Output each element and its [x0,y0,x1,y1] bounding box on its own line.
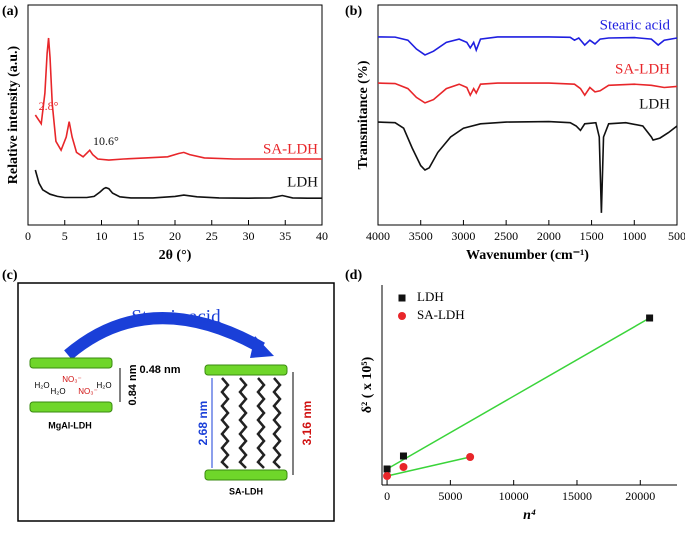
plot-frame [377,4,678,226]
x-tick-label: 0 [384,489,390,503]
chain [272,377,282,469]
x-tick-label: 1500 [580,229,604,243]
x-tick-label: 10 [96,229,108,243]
panel-label: (d) [345,268,362,283]
layer [29,401,113,413]
marker [646,314,654,322]
series-label: Stearic acid [600,17,671,33]
x-tick-label: 4000 [366,229,390,243]
x-tick-label: 3500 [409,229,433,243]
chain-label: 2.68 nm [196,401,210,446]
x-tick-label: 20 [169,229,181,243]
series-label: SA-LDH [615,61,670,77]
x-tick-label: 5 [62,229,68,243]
fit-line [386,317,650,470]
line [34,37,322,161]
series-label: LDH [639,96,670,112]
arrow [64,312,265,360]
marker [399,452,407,460]
x-tick-label: 2500 [494,229,518,243]
layer-label: 0.48 nm [140,364,181,376]
layer [204,469,288,481]
plot-frame [27,4,323,226]
x-tick-label: 5000 [438,489,462,503]
x-axis-label: 2θ (°) [159,248,192,263]
line [377,82,678,104]
y-axis-label: δ² ( x 10⁵) [360,356,375,413]
panel-label: (c) [2,268,18,283]
x-axis-label: n⁴ [523,508,536,523]
diagram: Stearic acid H₂O NO₃⁻ NO₃⁻ H₂O H₂O 0.84 … [17,282,335,522]
legend-label: LDH [417,289,444,304]
nitrate-label: NO₃⁻ [78,387,97,396]
spacing-label: 0.84 nm [127,364,139,405]
right-name: SA-LDH [229,486,263,496]
layer [204,364,288,376]
series-label: LDH [287,174,318,190]
legend-marker [398,294,406,302]
x-tick-label: 2000 [537,229,561,243]
x-tick-label: 10000 [499,489,529,503]
annotation: 2.8° [39,99,59,113]
x-tick-label: 0 [25,229,31,243]
panel-label: (a) [2,4,19,19]
x-tick-label: 500 [668,229,685,243]
marker [466,453,475,461]
diagram-frame [17,282,335,522]
marker [399,463,408,471]
x-tick-label: 30 [243,229,255,243]
water-label: H₂O [34,381,49,390]
left-name: MgAl-LDH [48,420,92,430]
arrow-head [250,336,274,358]
chain [256,377,266,469]
marker [383,472,392,480]
water-label: H₂O [50,387,65,396]
x-axis-label: Wavenumber (cm⁻¹) [466,248,589,263]
panel-label: (b) [345,4,362,19]
line [377,36,678,56]
series-label: SA-LDH [263,141,318,157]
line [34,169,322,199]
x-tick-label: 25 [206,229,218,243]
legend-label: SA-LDH [417,307,465,322]
marker [383,465,391,473]
fit-line [386,456,471,477]
annotation: 10.6° [93,134,119,148]
nitrate-label: NO₃⁻ [62,375,81,384]
diagram-title: Stearic acid [131,306,221,327]
chain [238,377,248,469]
x-tick-label: 35 [279,229,291,243]
x-tick-label: 20000 [625,489,655,503]
x-tick-label: 15 [132,229,144,243]
y-axis-label: Relative intensity (a.u.) [6,45,21,184]
x-tick-label: 1000 [622,229,646,243]
x-tick-label: 40 [316,229,328,243]
spacing-label: 3.16 nm [300,401,314,446]
y-axis-label: Transmitance (%) [356,60,371,169]
legend-marker [398,312,406,320]
x-tick-label: 15000 [562,489,592,503]
chain [220,377,230,469]
line [377,120,678,213]
x-tick-label: 3000 [451,229,475,243]
layer [29,357,113,369]
water-label: H₂O [96,381,111,390]
